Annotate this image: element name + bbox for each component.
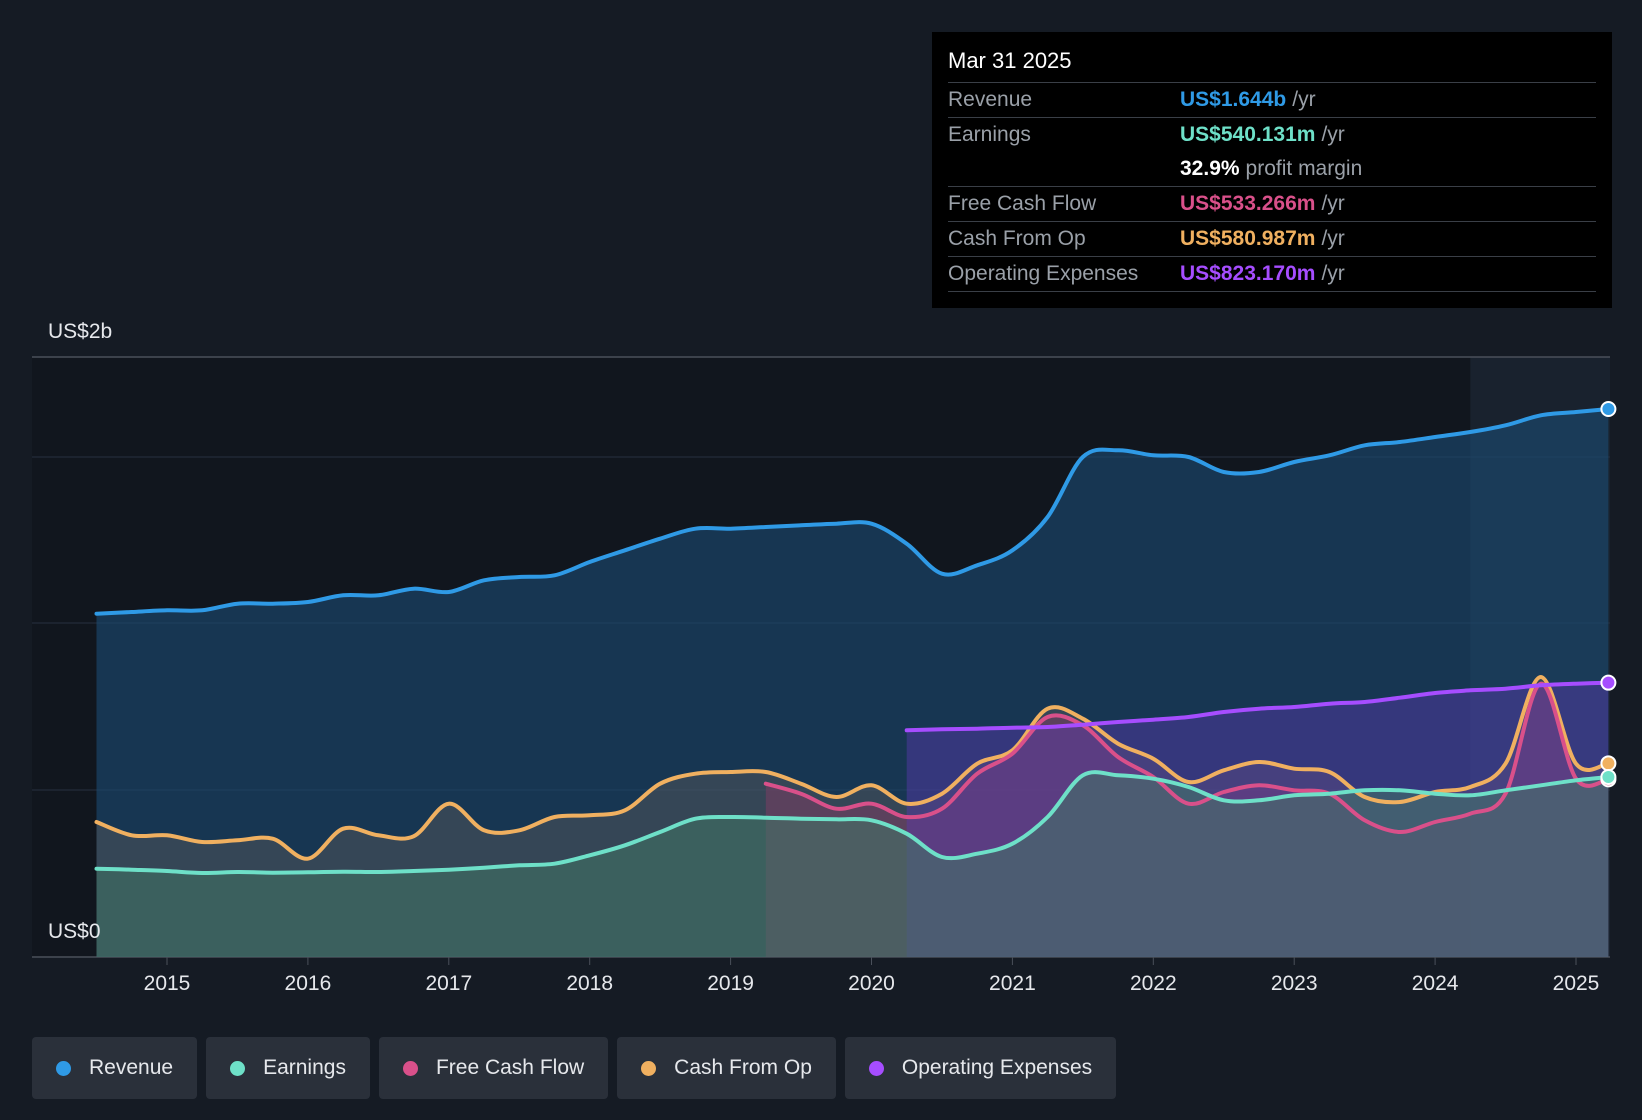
legend: Revenue Earnings Free Cash Flow Cash Fro… <box>32 1037 1117 1099</box>
x-tick-label: 2015 <box>144 972 191 995</box>
cash-from-op-dot-icon <box>641 1060 657 1076</box>
x-tick-label: 2019 <box>707 972 754 995</box>
tooltip-label: Free Cash Flow <box>948 192 1097 215</box>
tooltip-value: US$823.170m <box>1180 262 1316 285</box>
x-tick-label: 2018 <box>566 972 613 995</box>
tooltip-label: Revenue <box>948 88 1033 111</box>
legend-label: Free Cash Flow <box>435 1056 585 1079</box>
tooltip-unit: /yr <box>1321 227 1345 250</box>
tooltip-unit: /yr <box>1321 262 1345 285</box>
tooltip-value: US$533.266m <box>1180 192 1316 215</box>
legend-item-earnings[interactable]: Earnings <box>206 1037 370 1099</box>
operating-expenses-end-marker <box>1600 674 1617 691</box>
tooltip-unit: /yr <box>1321 192 1345 215</box>
tooltip-row-opex: Operating Expenses US$823.170m /yr <box>948 256 1596 292</box>
legend-label: Earnings <box>263 1056 346 1079</box>
earnings-area <box>96 772 1609 957</box>
tooltip-date: Mar 31 2025 <box>948 48 1072 73</box>
legend-item-operating-expenses[interactable]: Operating Expenses <box>844 1037 1117 1099</box>
tooltip-label: Operating Expenses <box>948 262 1139 285</box>
tooltip-row-margin: 32.9% profit margin <box>948 152 1596 186</box>
legend-label: Cash From Op <box>674 1056 812 1079</box>
earnings-dot-icon <box>230 1060 246 1076</box>
y-axis-bottom-label: US$0 <box>48 920 101 943</box>
operating-expenses-line <box>904 680 1611 733</box>
free-cash-flow-dot-icon <box>402 1060 418 1076</box>
x-tick-label: 2017 <box>425 972 472 995</box>
tooltip-unit: profit margin <box>1245 157 1363 180</box>
tooltip-unit: /yr <box>1321 123 1345 146</box>
tooltip-value: US$1.644b <box>1180 88 1287 111</box>
y-axis-top-label: US$2b <box>48 320 113 343</box>
cash-from-op-line <box>94 675 1611 861</box>
x-tick-label: 2020 <box>848 972 895 995</box>
tooltip-row-earnings: Earnings US$540.131m /yr <box>948 117 1596 152</box>
revenue-dot-icon <box>56 1060 71 1076</box>
tooltip-value: US$540.131m <box>1180 123 1316 146</box>
legend-label: Operating Expenses <box>901 1056 1093 1079</box>
x-tick-label: 2024 <box>1412 972 1459 995</box>
x-tick-label: 2021 <box>989 972 1036 995</box>
tooltip-label: Earnings <box>948 123 1031 146</box>
tooltip-value: US$580.987m <box>1180 227 1316 250</box>
legend-item-cash-from-op[interactable]: Cash From Op <box>617 1037 836 1099</box>
tooltip-row-fcf: Free Cash Flow US$533.266m /yr <box>948 186 1596 221</box>
x-tick-label: 2022 <box>1130 972 1177 995</box>
tooltip-value: 32.9% <box>1180 157 1240 180</box>
tooltip-label: Cash From Op <box>948 227 1086 250</box>
legend-item-free-cash-flow[interactable]: Free Cash Flow <box>378 1037 609 1099</box>
legend-item-revenue[interactable]: Revenue <box>32 1037 198 1099</box>
x-tick-label: 2025 <box>1553 972 1600 995</box>
x-tick-label: 2023 <box>1271 972 1318 995</box>
legend-label: Revenue <box>89 1056 174 1079</box>
free-cash-flow-line <box>763 681 1611 835</box>
revenue-end-marker <box>1600 401 1617 417</box>
tooltip-row-cfo: Cash From Op US$580.987m /yr <box>948 221 1596 256</box>
revenue-line <box>94 407 1611 616</box>
tooltip-row-revenue: Revenue US$1.644b /yr <box>948 82 1596 117</box>
tooltip-panel: Mar 31 2025 Revenue US$1.644b /yr Earnin… <box>932 32 1612 308</box>
earnings-line <box>94 770 1611 876</box>
earnings-end-marker <box>1600 769 1617 785</box>
x-tick-label: 2016 <box>285 972 332 995</box>
cash-from-op-end-marker <box>1600 755 1617 772</box>
operating-expenses-dot-icon <box>868 1060 884 1076</box>
tooltip-unit: /yr <box>1292 88 1316 111</box>
